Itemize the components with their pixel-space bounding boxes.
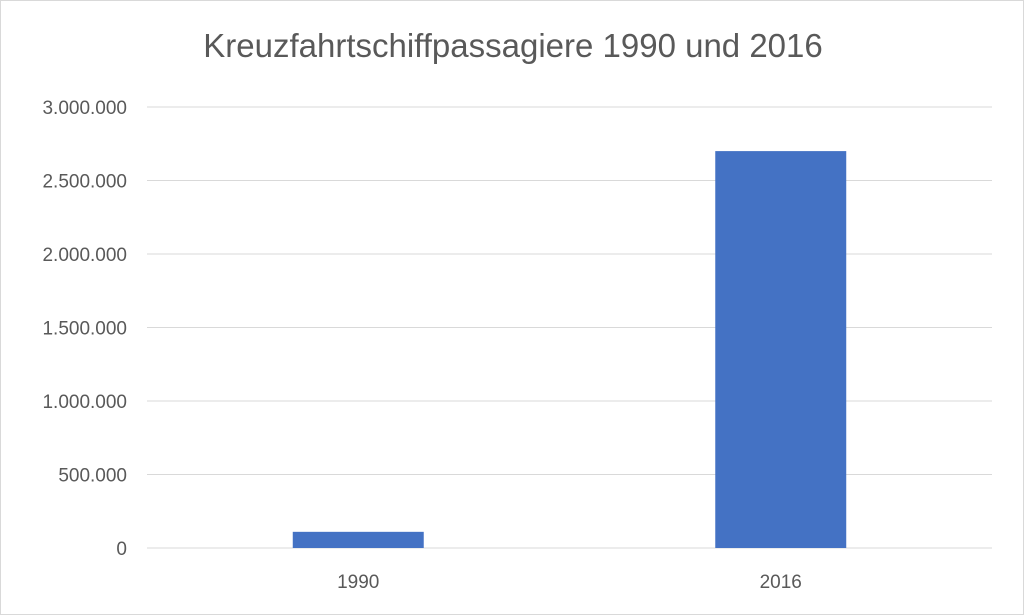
x-tick-label: 2016 <box>760 572 802 593</box>
y-tick-label: 3.000.000 <box>42 98 127 119</box>
y-tick-label: 500.000 <box>58 466 127 487</box>
y-tick-label: 1.500.000 <box>42 319 127 340</box>
y-tick-label: 0 <box>116 539 127 560</box>
y-tick-label: 2.000.000 <box>42 245 127 266</box>
chart-title: Kreuzfahrtschiffpassagiere 1990 und 2016 <box>203 27 823 64</box>
bar-2016 <box>715 151 847 548</box>
x-tick-label: 1990 <box>337 572 379 593</box>
y-tick-label: 1.000.000 <box>42 392 127 413</box>
gridlines <box>147 106 992 549</box>
y-tick-label: 2.500.000 <box>42 172 127 193</box>
bars <box>292 151 847 548</box>
x-axis-tick-labels: 1990 2016 <box>337 572 802 593</box>
y-axis-tick-labels: 0 500.000 1.000.000 1.500.000 2.000.000 2.500… <box>42 98 127 560</box>
bar-1990 <box>292 531 424 548</box>
